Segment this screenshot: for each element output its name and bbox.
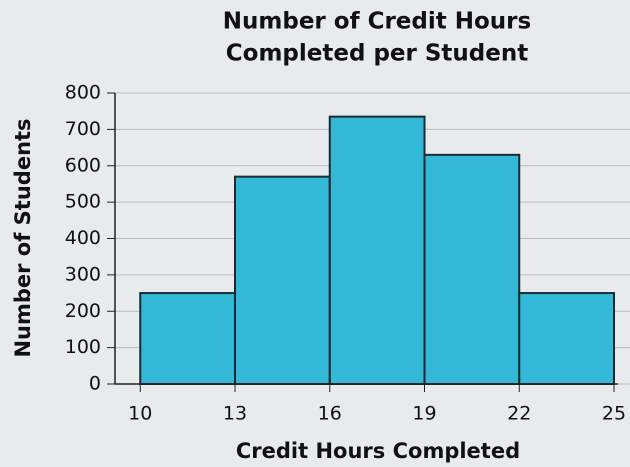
x-axis-title: Credit Hours Completed	[236, 439, 520, 463]
x-tick-label: 22	[507, 403, 531, 425]
bar	[139, 292, 237, 385]
chart-title: Completed per Student	[226, 41, 528, 67]
bar	[423, 153, 521, 385]
x-tick-label: 19	[412, 403, 436, 425]
x-tick-label: 10	[128, 403, 152, 425]
chart-title: Number of Credit Hours	[223, 9, 531, 35]
y-tick-label: 200	[65, 300, 101, 322]
y-tick-label: 600	[65, 154, 101, 176]
bar	[328, 115, 426, 386]
y-tick-label: 500	[65, 191, 101, 213]
y-tick-label: 400	[65, 227, 101, 249]
bar	[518, 292, 616, 385]
y-tick-label: 0	[89, 373, 101, 395]
x-tick-label: 13	[223, 403, 247, 425]
y-tick-label: 100	[65, 336, 101, 358]
x-tick-label: 25	[602, 403, 626, 425]
x-tick-label: 16	[318, 403, 342, 425]
y-tick-label: 800	[65, 82, 101, 104]
y-tick-label: 700	[65, 118, 101, 140]
bar	[234, 175, 331, 385]
y-axis-title: Number of Students	[11, 118, 35, 357]
y-tick-label: 300	[65, 263, 101, 285]
